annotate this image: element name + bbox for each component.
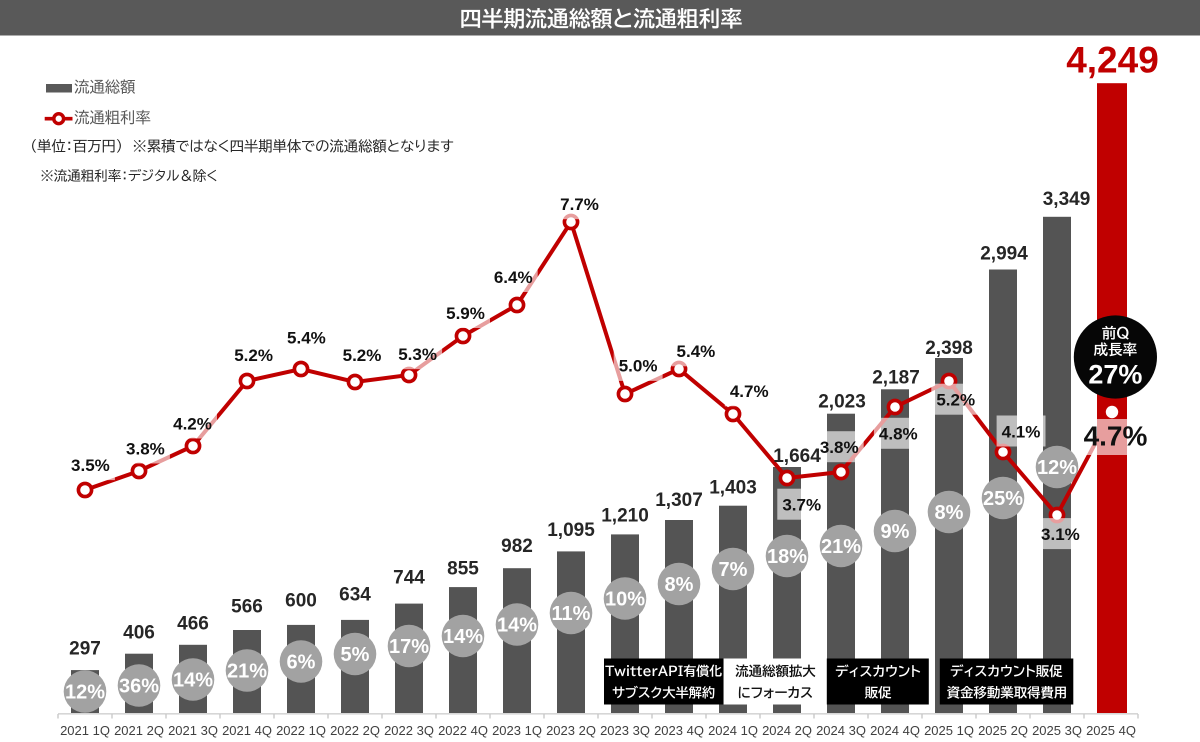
svg-text:2022 3Q: 2022 3Q xyxy=(384,723,434,738)
svg-text:3.8%: 3.8% xyxy=(126,439,165,458)
svg-text:2021 1Q: 2021 1Q xyxy=(60,723,110,738)
svg-text:4.7%: 4.7% xyxy=(730,382,769,401)
svg-text:5.2%: 5.2% xyxy=(936,391,975,410)
svg-text:5%: 5% xyxy=(341,644,370,666)
svg-text:744: 744 xyxy=(393,568,425,589)
svg-text:3.8%: 3.8% xyxy=(820,438,859,457)
svg-text:2025 3Q: 2025 3Q xyxy=(1032,723,1082,738)
svg-text:4.8%: 4.8% xyxy=(879,425,918,444)
svg-text:2025 1Q: 2025 1Q xyxy=(924,723,974,738)
svg-text:2023 1Q: 2023 1Q xyxy=(492,723,542,738)
svg-text:14%: 14% xyxy=(443,626,483,648)
svg-text:8%: 8% xyxy=(665,574,694,596)
svg-text:11%: 11% xyxy=(552,603,591,625)
svg-text:14%: 14% xyxy=(173,670,213,692)
svg-text:8%: 8% xyxy=(935,502,964,524)
svg-text:2025 4Q: 2025 4Q xyxy=(1086,723,1136,738)
svg-text:10%: 10% xyxy=(605,589,645,611)
svg-text:2023 3Q: 2023 3Q xyxy=(600,723,650,738)
svg-text:5.3%: 5.3% xyxy=(398,345,437,364)
svg-text:12%: 12% xyxy=(65,682,105,704)
svg-text:6.4%: 6.4% xyxy=(494,268,533,287)
svg-text:2021 3Q: 2021 3Q xyxy=(168,723,218,738)
svg-text:3.1%: 3.1% xyxy=(1041,525,1080,544)
svg-text:982: 982 xyxy=(501,536,533,557)
svg-text:2,023: 2,023 xyxy=(818,391,866,412)
svg-text:2023 2Q: 2023 2Q xyxy=(546,723,596,738)
svg-text:5.9%: 5.9% xyxy=(446,304,485,323)
svg-text:14%: 14% xyxy=(497,615,537,637)
svg-text:1,403: 1,403 xyxy=(709,478,757,499)
svg-text:2024 1Q: 2024 1Q xyxy=(708,723,758,738)
svg-text:2024 2Q: 2024 2Q xyxy=(762,723,812,738)
svg-text:2022 2Q: 2022 2Q xyxy=(330,723,380,738)
svg-text:2023 4Q: 2023 4Q xyxy=(654,723,704,738)
svg-text:2,398: 2,398 xyxy=(925,338,973,359)
svg-text:5.4%: 5.4% xyxy=(287,328,326,347)
svg-text:634: 634 xyxy=(339,585,371,606)
svg-text:3.7%: 3.7% xyxy=(782,496,821,515)
svg-text:4.2%: 4.2% xyxy=(173,414,212,433)
svg-text:7%: 7% xyxy=(719,559,748,581)
svg-text:1,210: 1,210 xyxy=(601,506,649,527)
svg-text:2021 2Q: 2021 2Q xyxy=(114,723,164,738)
svg-text:6%: 6% xyxy=(287,652,316,674)
svg-text:27%: 27% xyxy=(1088,360,1142,390)
svg-text:600: 600 xyxy=(285,591,317,612)
svg-text:3.5%: 3.5% xyxy=(71,456,110,475)
svg-text:9%: 9% xyxy=(881,521,910,543)
svg-text:5.2%: 5.2% xyxy=(234,346,273,365)
svg-text:2024 3Q: 2024 3Q xyxy=(816,723,866,738)
svg-text:21%: 21% xyxy=(821,536,861,558)
svg-text:25%: 25% xyxy=(983,488,1023,510)
svg-text:2024 4Q: 2024 4Q xyxy=(870,723,920,738)
svg-text:466: 466 xyxy=(177,614,209,635)
svg-text:2025 2Q: 2025 2Q xyxy=(978,723,1028,738)
svg-text:855: 855 xyxy=(447,559,479,580)
svg-text:12%: 12% xyxy=(1037,457,1077,479)
svg-text:2021 4Q: 2021 4Q xyxy=(222,723,272,738)
svg-text:1,664: 1,664 xyxy=(773,446,821,467)
svg-text:566: 566 xyxy=(231,597,263,618)
svg-text:4.1%: 4.1% xyxy=(1002,422,1041,441)
svg-text:4.7%: 4.7% xyxy=(1084,420,1148,451)
svg-text:5.0%: 5.0% xyxy=(619,357,658,376)
svg-text:2022 4Q: 2022 4Q xyxy=(438,723,488,738)
svg-text:1,095: 1,095 xyxy=(547,520,595,541)
svg-text:18%: 18% xyxy=(767,546,807,568)
svg-text:2,187: 2,187 xyxy=(872,368,920,389)
svg-text:4,249: 4,249 xyxy=(1066,40,1159,81)
svg-text:21%: 21% xyxy=(227,661,267,683)
svg-text:1,307: 1,307 xyxy=(655,490,703,511)
svg-text:5.4%: 5.4% xyxy=(677,342,716,361)
svg-text:2,994: 2,994 xyxy=(980,243,1028,264)
svg-text:2022 1Q: 2022 1Q xyxy=(276,723,326,738)
svg-text:297: 297 xyxy=(69,639,101,660)
svg-text:7.7%: 7.7% xyxy=(560,195,599,214)
svg-text:406: 406 xyxy=(123,623,155,644)
svg-text:5.2%: 5.2% xyxy=(343,346,382,365)
svg-text:3,349: 3,349 xyxy=(1043,189,1091,210)
svg-text:17%: 17% xyxy=(389,636,429,658)
svg-text:36%: 36% xyxy=(119,676,159,698)
